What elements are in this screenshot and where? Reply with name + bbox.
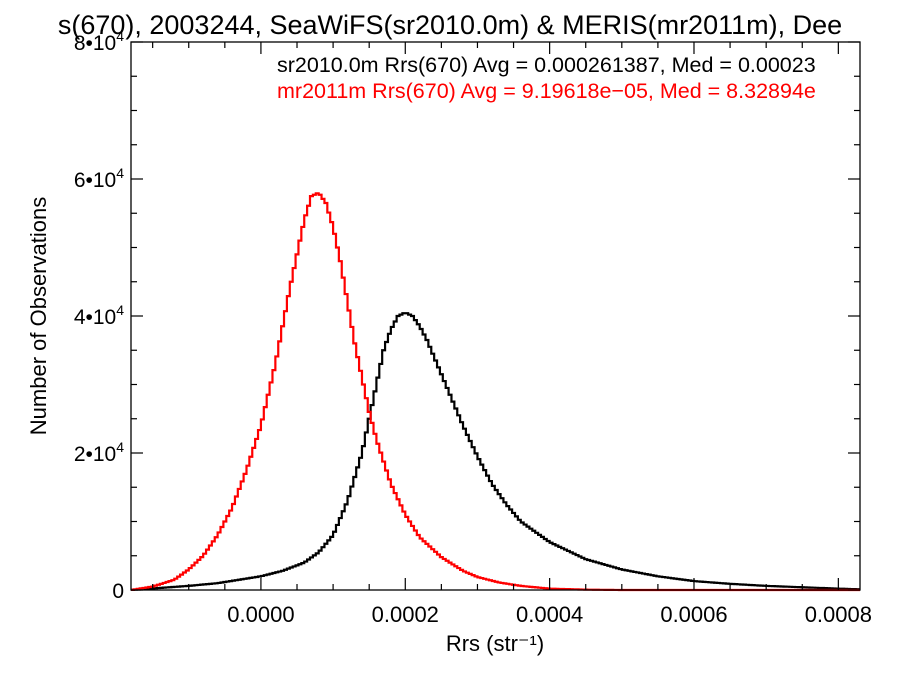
series-line-black (131, 312, 860, 591)
y-tick-label: 0 (112, 580, 124, 603)
y-tick-label: 8•104 (74, 28, 124, 55)
x-axis-ticks: 0.0000 0.0002 0.0004 0.0006 0.0008 (152, 42, 872, 627)
x-tick-label: 0.0002 (372, 602, 439, 627)
x-tick-label: 0.0004 (516, 602, 583, 627)
legend-entry-red: mr2011m Rrs(670) Avg = 9.19618e−05, Med … (277, 79, 816, 103)
y-axis-ticks: 0 2•104 4•104 6•104 8•104 (74, 28, 860, 603)
series-line-red (131, 192, 860, 592)
legend-entry-black: sr2010.0m Rrs(670) Avg = 0.000261387, Me… (277, 53, 816, 77)
chart-title: s(670), 2003244, SeaWiFS(sr2010.0m) & ME… (58, 10, 842, 40)
x-tick-label: 0.0000 (227, 602, 294, 627)
x-axis-label: Rrs (str⁻¹) (446, 631, 544, 656)
x-tick-label: 0.0008 (805, 602, 872, 627)
x-tick-label: 0.0006 (660, 602, 727, 627)
y-tick-label: 6•104 (74, 165, 124, 192)
plot-series (131, 192, 860, 592)
y-tick-label: 2•104 (74, 439, 124, 466)
y-axis-label: Number of Observations (26, 197, 51, 435)
plot-frame (130, 41, 861, 591)
y-tick-label: 4•104 (74, 302, 124, 329)
